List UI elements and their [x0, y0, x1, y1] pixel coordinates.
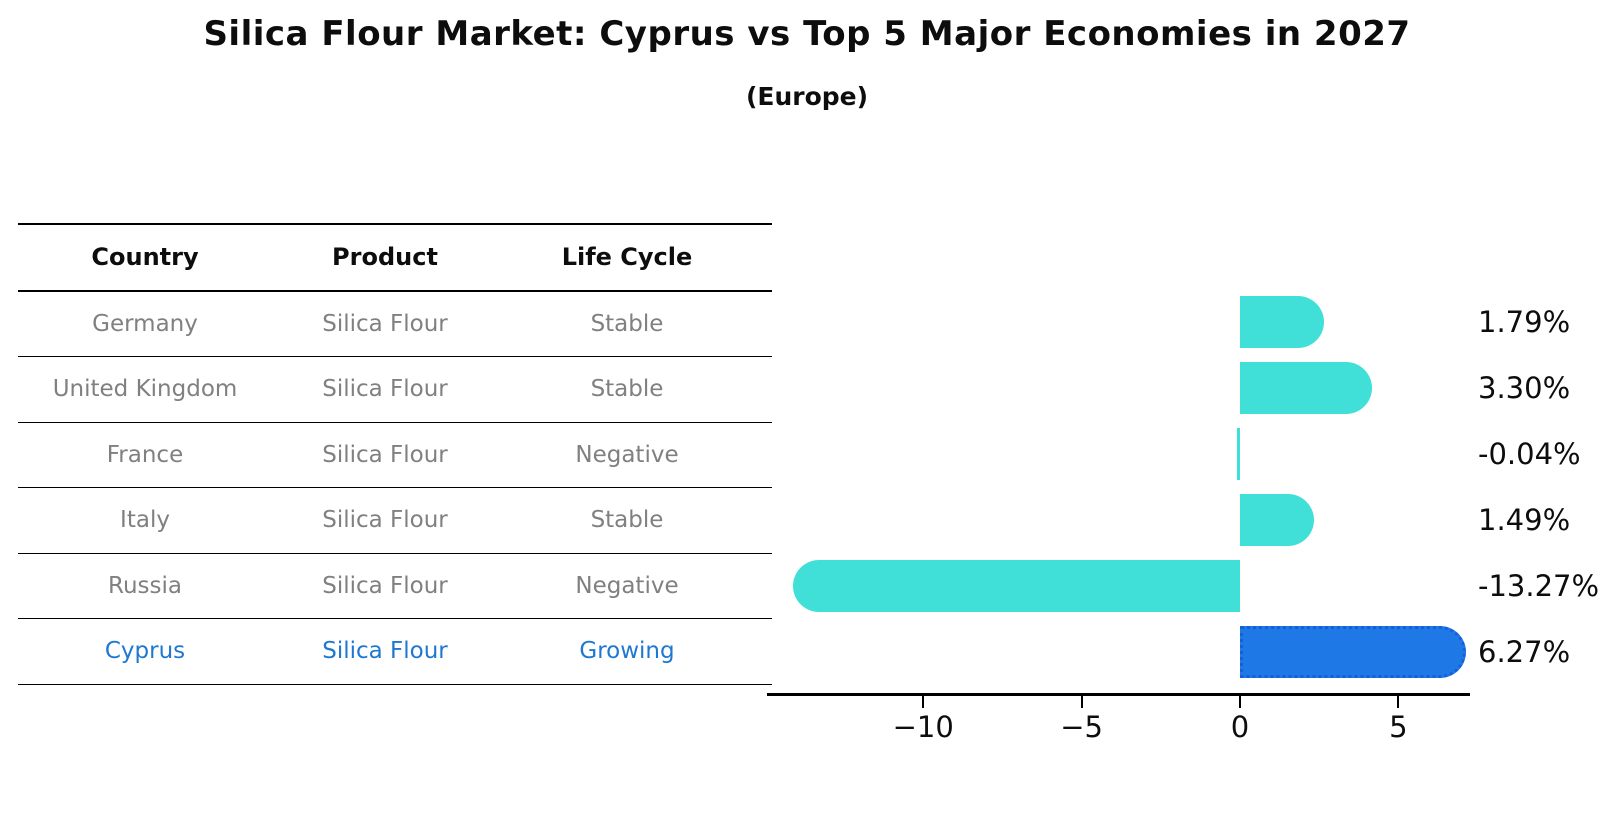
bar-value-label-france: -0.04% [1478, 437, 1581, 471]
cell-lifecycle: Negative [575, 441, 679, 468]
cell-product: Silica Flour [322, 507, 448, 534]
x-axis-tick-label: 5 [1389, 710, 1408, 744]
bar-russia [792, 560, 1240, 612]
bar-chart-plot: −10 −5 0 5 [767, 289, 1470, 744]
column-header-product: Product [332, 243, 438, 272]
chart-subtitle: (Europe) [745, 82, 869, 111]
cell-product: Silica Flour [322, 572, 448, 599]
cell-lifecycle: Stable [590, 507, 664, 534]
cell-lifecycle: Stable [590, 376, 664, 403]
cell-lifecycle: Negative [575, 572, 679, 599]
bar-germany [1239, 296, 1324, 348]
x-axis-tick-mark [922, 696, 925, 708]
column-header-lifecycle: Life Cycle [561, 243, 693, 272]
cell-country: Italy [120, 507, 170, 534]
cell-country: Russia [108, 572, 182, 599]
cell-lifecycle: Stable [590, 310, 664, 337]
table-row-france: France Silica Flour Negative [18, 423, 772, 488]
bar-value-labels: 1.79% 3.30% -0.04% 1.49% -13.27% 6.27% [1478, 289, 1614, 695]
x-axis-tick-label: −5 [1060, 710, 1103, 744]
cell-country: Cyprus [104, 638, 186, 665]
table-row-cyprus: Cyprus Silica Flour Growing [18, 619, 772, 685]
table-row-italy: Italy Silica Flour Stable [18, 488, 772, 554]
cell-country: Germany [92, 310, 198, 337]
bar-value-label-united-kingdom: 3.30% [1478, 371, 1571, 405]
bar-value-label-cyprus: 6.27% [1478, 635, 1571, 669]
x-axis-tick-mark [1080, 696, 1083, 708]
table-row-russia: Russia Silica Flour Negative [18, 554, 772, 619]
x-axis-tick-label: −10 [892, 710, 954, 744]
table-row-united-kingdom: United Kingdom Silica Flour Stable [18, 357, 772, 423]
country-table: Country Product Life Cycle Germany Silic… [18, 223, 772, 685]
cell-country: United Kingdom [52, 376, 238, 403]
bar-united-kingdom [1239, 362, 1372, 414]
cell-country: France [106, 441, 184, 468]
bar-value-label-italy: 1.49% [1478, 503, 1571, 537]
bar-france [1237, 428, 1240, 480]
cell-product: Silica Flour [322, 310, 448, 337]
bar-value-label-germany: 1.79% [1478, 305, 1571, 339]
cell-lifecycle: Growing [579, 638, 675, 665]
cell-product: Silica Flour [322, 638, 448, 665]
table-row-germany: Germany Silica Flour Stable [18, 292, 772, 357]
x-axis-tick-mark [1238, 696, 1241, 708]
table-header-row: Country Product Life Cycle [18, 225, 772, 292]
column-header-country: Country [91, 243, 199, 272]
chart-title: Silica Flour Market: Cyprus vs Top 5 Maj… [203, 14, 1411, 54]
x-axis-tick-mark [1397, 696, 1400, 708]
bar-cyprus [1239, 626, 1466, 678]
x-axis-tick-label: 0 [1230, 710, 1250, 744]
bar-italy [1239, 494, 1315, 546]
cell-product: Silica Flour [322, 441, 448, 468]
bar-value-label-russia: -13.27% [1478, 569, 1600, 603]
x-axis-line [767, 693, 1470, 696]
cell-product: Silica Flour [322, 376, 448, 403]
